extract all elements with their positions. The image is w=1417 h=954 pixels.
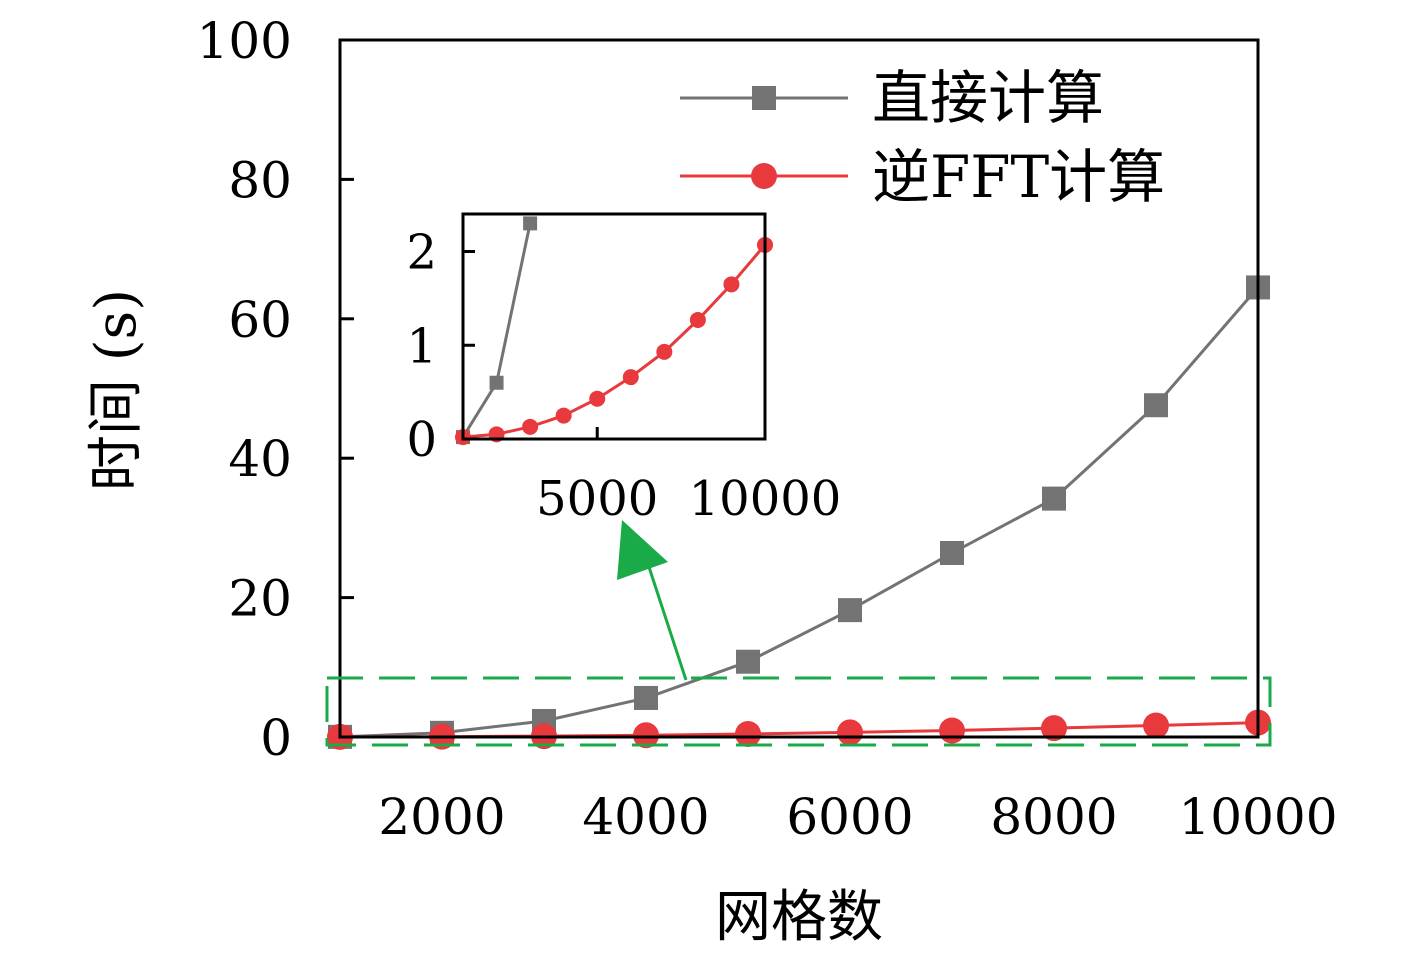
data-point <box>633 722 659 749</box>
data-point <box>622 369 639 386</box>
zoom-region-box <box>325 676 1272 747</box>
data-point <box>1143 712 1169 739</box>
series-line <box>462 243 767 439</box>
data-point <box>723 276 740 293</box>
data-point <box>689 311 706 328</box>
data-point <box>523 216 538 231</box>
main-plot-frame <box>338 38 1260 739</box>
series-line <box>339 286 1260 739</box>
y-tick-label: 40 <box>228 430 292 488</box>
legend-marker-direct <box>752 86 776 110</box>
x-tick-label: 10000 <box>1178 788 1337 846</box>
x-tick-label: 4000 <box>582 788 709 846</box>
data-point <box>1144 393 1168 418</box>
y-axis-title: 时间 (s) <box>84 289 149 491</box>
data-point <box>939 717 965 744</box>
x-tick-label: 6000 <box>786 788 913 846</box>
inset-y-tick-label: 0 <box>406 412 437 468</box>
inset-frame <box>461 212 767 441</box>
x-tick-label: 2000 <box>378 788 505 846</box>
data-point <box>634 685 658 710</box>
data-point <box>555 407 572 424</box>
y-tick-label: 0 <box>260 709 292 767</box>
legend-label-fft: 逆FFT计算 <box>872 143 1165 211</box>
data-point <box>940 540 964 565</box>
legend-marker-fft <box>751 163 777 189</box>
inset-plot-series <box>455 216 773 446</box>
zoom-arrow-shaft <box>646 563 688 681</box>
x-axis-title: 网格数 <box>715 885 883 950</box>
inset-chart: 0 1 2 5000 10000 <box>406 212 841 528</box>
data-point <box>656 343 673 360</box>
data-point <box>736 649 760 674</box>
data-point <box>1041 715 1067 742</box>
data-point <box>589 390 606 407</box>
data-point <box>735 721 761 748</box>
inset-axis-ticks: 0 1 2 5000 10000 <box>406 225 841 528</box>
inset-x-tick-label: 5000 <box>536 471 658 527</box>
x-tick-label: 8000 <box>990 788 1117 846</box>
inset-background <box>463 214 765 439</box>
data-point <box>1042 486 1066 511</box>
legend-label-direct: 直接计算 <box>872 64 1104 132</box>
zoom-arrow-head <box>617 520 668 580</box>
data-point <box>489 375 504 390</box>
zoom-annotation <box>325 520 1272 747</box>
y-tick-label: 60 <box>228 291 292 349</box>
data-point <box>522 418 539 435</box>
inset-x-tick-label: 10000 <box>689 471 842 527</box>
data-point <box>837 719 863 746</box>
legend: 直接计算 逆FFT计算 <box>680 64 1165 211</box>
data-point <box>838 598 862 623</box>
y-tick-label: 80 <box>228 151 292 209</box>
inset-y-tick-label: 2 <box>406 225 437 281</box>
inset-y-tick-label: 1 <box>406 318 437 374</box>
y-tick-label: 20 <box>228 570 292 628</box>
y-tick-label: 100 <box>197 12 292 70</box>
